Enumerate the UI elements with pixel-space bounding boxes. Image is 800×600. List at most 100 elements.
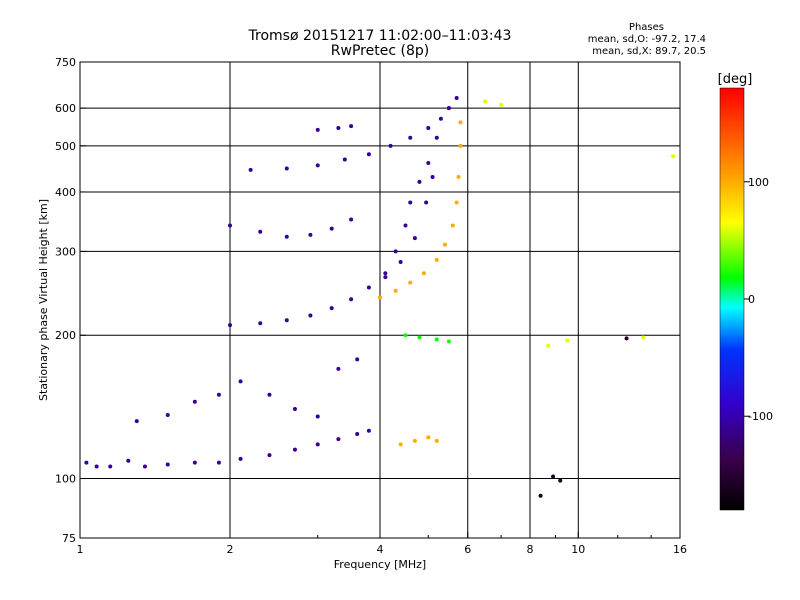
data-point [393,249,398,254]
colorbar [719,87,745,511]
y-axis-label: Stationary phase Virtual Height [km] [37,199,50,401]
data-point [378,295,382,300]
data-point [349,124,354,129]
data-point [434,438,439,443]
data-point [546,343,551,348]
data-point [450,223,455,228]
y-tick-label: 400 [55,186,76,199]
data-point [383,275,388,280]
phase-x-stats: mean, sd,X: 89.7, 20.5 [592,46,706,57]
data-point [366,152,371,157]
data-point [434,337,439,342]
data-point [336,126,341,131]
data-point [329,226,334,231]
colorbar-label: [deg] [718,72,753,87]
data-point [398,260,403,265]
data-point [483,99,488,104]
data-point [84,460,89,465]
data-point [454,96,459,101]
phases-title: Phases [628,22,664,33]
grid-layer [80,62,680,538]
data-point [108,464,113,469]
data-point [458,143,463,148]
x-tick-label: 16 [673,543,687,556]
data-point [388,143,393,148]
data-point [192,460,197,465]
data-point [426,161,431,166]
data-point [142,464,147,469]
data-point [624,336,629,341]
y-tick-label: 750 [55,56,76,69]
data-point [228,323,232,328]
data-point [292,406,297,411]
data-point [248,167,253,172]
data-point [565,338,570,343]
chart-title: Tromsø 20151217 11:02:00–11:03:43 [248,28,512,44]
x-tick-label: 1 [77,543,84,556]
data-point [417,335,422,340]
x-tick-label: 10 [571,543,585,556]
data-point [284,318,289,323]
data-points-layer [84,96,676,498]
data-point [315,442,320,447]
data-point [192,399,197,404]
data-point [342,157,347,162]
data-point [258,321,263,326]
x-tick-label: 4 [377,543,384,556]
data-point [267,453,272,458]
y-tick-label: 600 [55,102,76,115]
data-point [426,126,431,131]
data-point [165,412,170,417]
data-point [403,333,408,338]
y-tick-label: 500 [55,140,76,153]
x-tick-label: 8 [527,543,534,556]
data-point [446,339,451,344]
data-point [398,442,403,447]
data-point [366,428,371,433]
data-point [412,236,417,241]
data-point [134,419,139,424]
data-point [446,106,451,111]
data-point [216,392,221,397]
y-tick-label: 300 [55,245,76,258]
data-point [267,392,272,397]
y-tick-label: 75 [62,532,76,545]
data-point [383,271,388,276]
colorbar-tick-label: 0 [748,293,755,306]
data-point [456,174,461,179]
x-tick-label: 2 [227,543,234,556]
data-point [551,474,556,479]
data-point [349,297,354,302]
data-point [403,223,408,228]
data-point [94,464,99,469]
data-point [499,102,504,107]
data-point [442,242,447,247]
data-point [558,478,563,483]
data-point [238,456,243,461]
data-point [458,120,463,125]
data-point [258,229,263,234]
axis-layer: 1 2 4 6 8 10 16 75 100 200 300 400 500 600 750 [55,56,687,556]
data-point [336,437,341,442]
data-point [434,135,439,140]
data-point [417,179,422,184]
data-point [126,458,131,463]
colorbar-ticks: -100 0 100 [744,176,773,423]
data-point [315,127,320,132]
data-point [421,271,426,276]
data-point [454,200,459,205]
phase-o-stats: mean, sd,O: -97.2, 17.4 [587,34,706,45]
x-tick-label: 6 [464,543,471,556]
data-point [165,462,170,467]
data-point [238,379,243,384]
data-point [641,335,646,340]
data-point [308,313,313,318]
data-point [284,234,289,239]
data-point [292,447,297,452]
data-point [308,232,313,237]
y-tick-label: 100 [55,473,76,486]
chart-subtitle: RwPretec (8p) [330,43,430,59]
data-point [438,116,443,121]
data-point [216,460,221,465]
